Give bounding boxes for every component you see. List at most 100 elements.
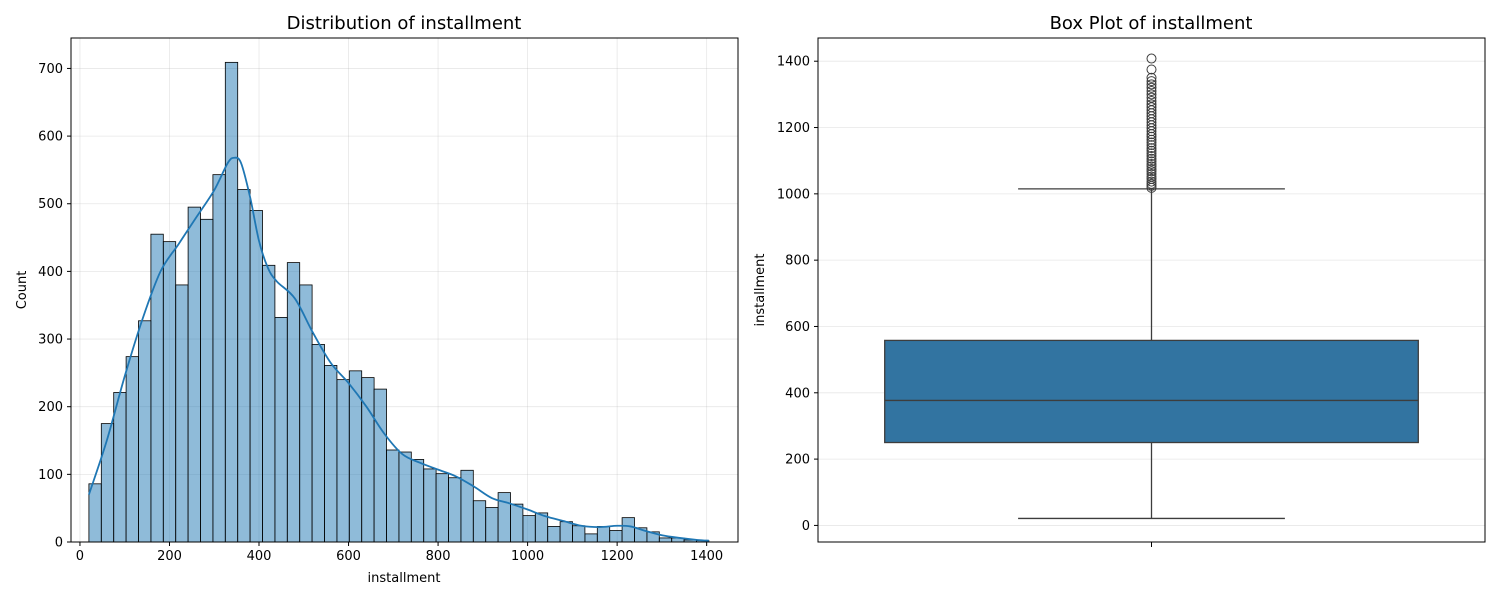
- outlier-point: [1146, 79, 1157, 90]
- outlier-point: [1146, 92, 1157, 103]
- x-tick-label: 0: [76, 549, 84, 564]
- outlier-point: [1146, 156, 1157, 167]
- kde-curve: [88, 156, 709, 542]
- boxplot-body: [884, 188, 1419, 520]
- x-tick-label: 1400: [690, 549, 723, 564]
- histogram-bar: [336, 379, 350, 543]
- y-tick-label: 200: [785, 453, 810, 468]
- outlier-point: [1146, 148, 1157, 159]
- outlier-point: [1146, 168, 1157, 179]
- y-tick-label: 1400: [777, 55, 810, 70]
- histogram-bar: [88, 483, 102, 543]
- histogram-bar: [547, 526, 561, 543]
- histogram-bar: [113, 392, 127, 543]
- interquartile-box: [884, 339, 1419, 444]
- y-tick-label: 300: [38, 333, 63, 348]
- histogram-bar: [100, 423, 115, 543]
- histogram-bar: [299, 284, 313, 543]
- outlier-point: [1146, 76, 1157, 87]
- outlier-point: [1146, 173, 1157, 184]
- y-tick-label: 600: [785, 320, 810, 335]
- boxplot-title: Box Plot of installment: [1050, 13, 1253, 34]
- outlier-point: [1146, 153, 1157, 164]
- y-tick-label: 0: [802, 519, 810, 534]
- histogram-bar: [448, 477, 462, 543]
- y-tick-label: 1000: [777, 187, 810, 202]
- histogram-bar: [373, 388, 387, 543]
- y-tick-label: 500: [38, 197, 63, 212]
- histogram-bar: [510, 503, 524, 543]
- y-tick-label: 200: [38, 400, 63, 415]
- outlier-point: [1146, 99, 1157, 110]
- histogram-bar: [485, 507, 499, 543]
- histogram-bar: [522, 515, 536, 543]
- histogram-bar: [423, 468, 437, 543]
- histogram-bar: [621, 517, 635, 543]
- histogram-bars: [88, 61, 710, 543]
- y-tick-label: 0: [55, 536, 63, 551]
- outlier-point: [1146, 72, 1157, 83]
- outlier-point: [1146, 140, 1157, 151]
- outlier-point: [1146, 178, 1157, 189]
- outlier-point: [1146, 89, 1157, 100]
- y-tick-label: 700: [38, 62, 63, 77]
- outlier-point: [1146, 82, 1157, 93]
- histogram-bar: [572, 525, 586, 543]
- histogram-bar: [658, 537, 673, 543]
- x-tick-label: 1200: [601, 549, 634, 564]
- outlier-point: [1146, 53, 1157, 64]
- histogram-bar: [274, 316, 288, 543]
- outlier-point: [1146, 96, 1157, 106]
- outlier-point: [1146, 145, 1157, 156]
- histogram-bar: [212, 174, 226, 543]
- histogram-bar: [559, 521, 573, 543]
- histogram-title: Distribution of installment: [287, 13, 522, 34]
- histogram-bar: [386, 449, 400, 543]
- outlier-point: [1146, 151, 1157, 162]
- histogram-bar: [472, 500, 487, 543]
- x-tick-label: 400: [247, 549, 272, 564]
- x-tick-label: 1000: [511, 549, 544, 564]
- histogram-bar: [435, 473, 449, 543]
- histogram-ticks: 0 200 400 600 800 1000 1200 1400 0 100 200 300 400 50…: [38, 62, 723, 564]
- histogram-y-label: Count: [15, 271, 30, 310]
- histogram-bar: [187, 206, 201, 543]
- histogram-bar: [237, 189, 251, 543]
- histogram-bar: [224, 61, 239, 543]
- boxplot-y-label: installment: [753, 254, 768, 327]
- histogram-panel: Distribution of installment 0 200 400 600 80…: [15, 13, 739, 586]
- outlier-point: [1146, 64, 1157, 75]
- outlier-point: [1146, 159, 1157, 169]
- y-tick-label: 1200: [777, 121, 810, 136]
- boxplot-panel: Box Plot of installment 0 200 400 600 800 100…: [753, 13, 1486, 547]
- x-tick-label: 600: [336, 549, 361, 564]
- outlier-point: [1146, 163, 1157, 174]
- histogram-bar: [460, 469, 474, 543]
- outlier-point: [1146, 102, 1157, 113]
- histogram-x-label: installment: [368, 571, 441, 586]
- outlier-point: [1146, 86, 1157, 97]
- y-tick-label: 400: [38, 265, 63, 280]
- outlier-point: [1146, 171, 1157, 182]
- x-tick-label: 800: [426, 549, 451, 564]
- y-tick-label: 600: [38, 130, 63, 145]
- histogram-bar: [398, 451, 412, 543]
- histogram-bar: [584, 533, 598, 543]
- histogram-bar: [125, 356, 139, 543]
- histogram-bar: [311, 344, 325, 543]
- histogram-bar: [609, 530, 623, 543]
- histogram-frame: [70, 37, 739, 543]
- histogram-bar: [596, 526, 611, 543]
- histogram-bar: [324, 365, 338, 543]
- outlier-point: [1146, 166, 1157, 177]
- histogram-bar: [262, 264, 276, 543]
- outlier-point: [1146, 176, 1157, 187]
- histogram-bar: [249, 210, 263, 543]
- histogram-bar: [200, 218, 214, 543]
- y-tick-label: 400: [785, 386, 810, 401]
- histogram-bar: [138, 320, 152, 543]
- outlier-point: [1146, 161, 1157, 172]
- y-tick-label: 800: [785, 254, 810, 269]
